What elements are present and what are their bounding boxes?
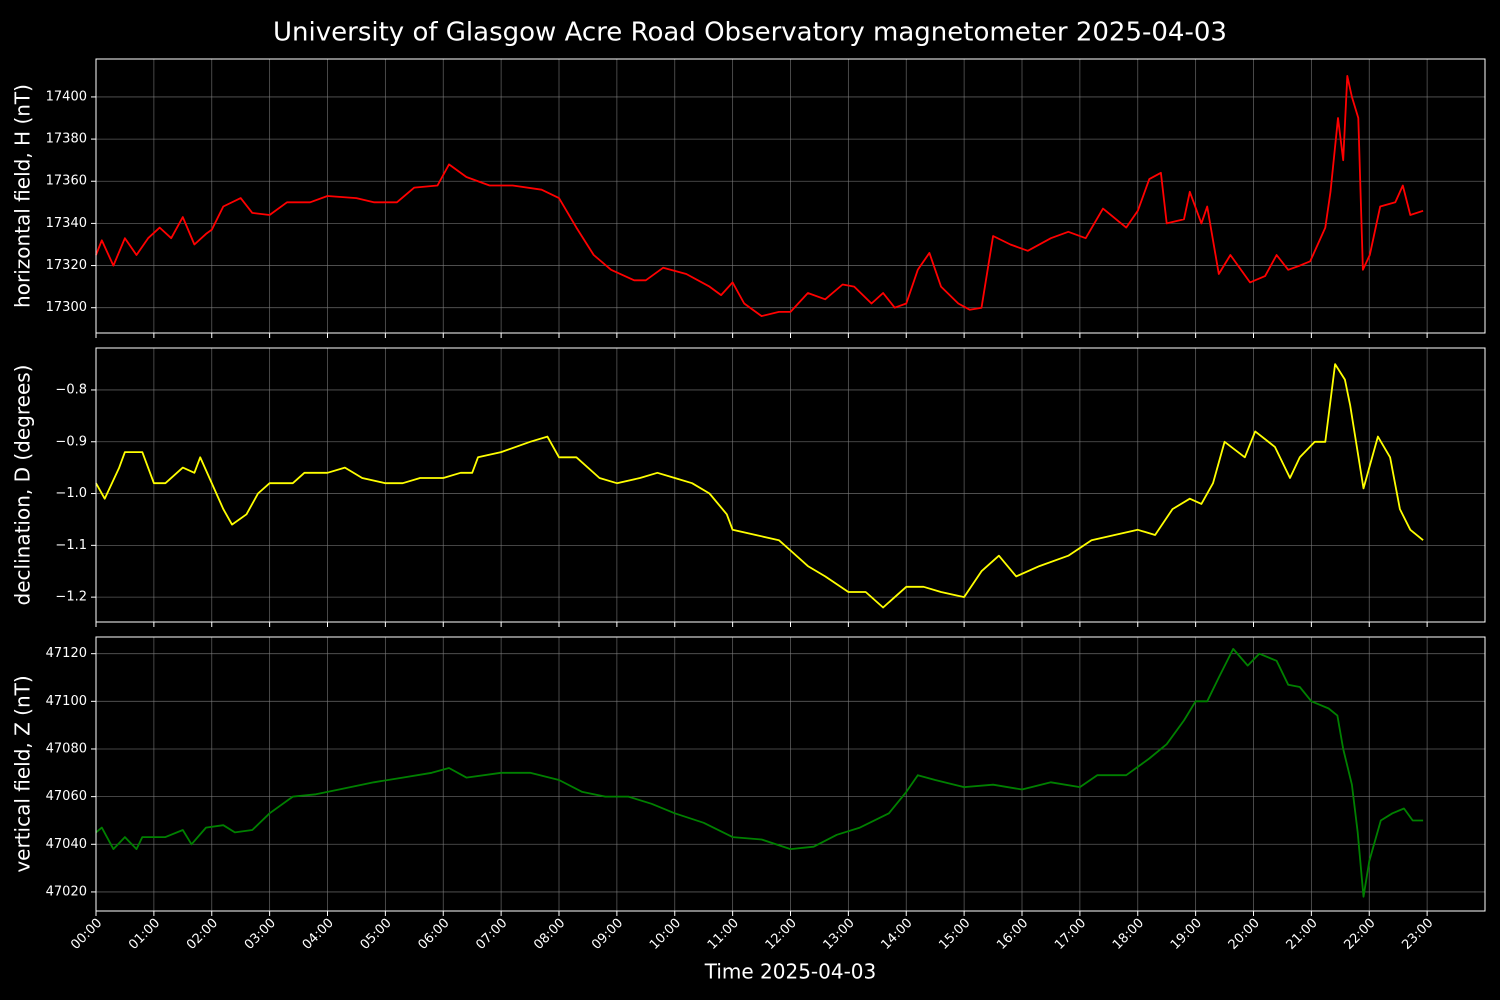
y-tick-label: −1.0 bbox=[55, 486, 87, 501]
y-tick-label: 17400 bbox=[46, 89, 87, 104]
data-line bbox=[95, 648, 1424, 898]
y-tick-label: 47100 bbox=[46, 694, 87, 709]
y-tick-label: −1.1 bbox=[55, 538, 87, 553]
y-tick-label: 17380 bbox=[46, 132, 87, 147]
axes-frame bbox=[95, 58, 1486, 334]
x-axis-label: Time 2025-04-03 bbox=[704, 960, 877, 984]
y-tick-label: −0.8 bbox=[55, 382, 87, 397]
axes-frame bbox=[95, 347, 1486, 623]
y-tick-label: 47120 bbox=[46, 646, 87, 661]
y-tick-label: 17340 bbox=[46, 216, 87, 231]
y-axis-label: declination, D (degrees) bbox=[11, 365, 35, 606]
y-tick-label: 47040 bbox=[46, 837, 87, 852]
figure-title: University of Glasgow Acre Road Observat… bbox=[273, 18, 1227, 48]
axes-frame bbox=[95, 636, 1486, 912]
y-axis-label: horizontal field, H (nT) bbox=[11, 84, 35, 308]
y-tick-label: 47080 bbox=[46, 741, 87, 756]
y-tick-label: 17300 bbox=[46, 300, 87, 315]
y-tick-label: 47020 bbox=[46, 884, 87, 899]
y-tick-label: −0.9 bbox=[55, 434, 87, 449]
data-line bbox=[95, 363, 1424, 609]
y-tick-label: 47060 bbox=[46, 789, 87, 804]
y-tick-label: 17360 bbox=[46, 174, 87, 189]
y-axis-label: vertical field, Z (nT) bbox=[11, 675, 35, 872]
data-line bbox=[95, 75, 1424, 317]
y-tick-label: 17320 bbox=[46, 258, 87, 273]
y-tick-label: −1.2 bbox=[55, 590, 87, 605]
